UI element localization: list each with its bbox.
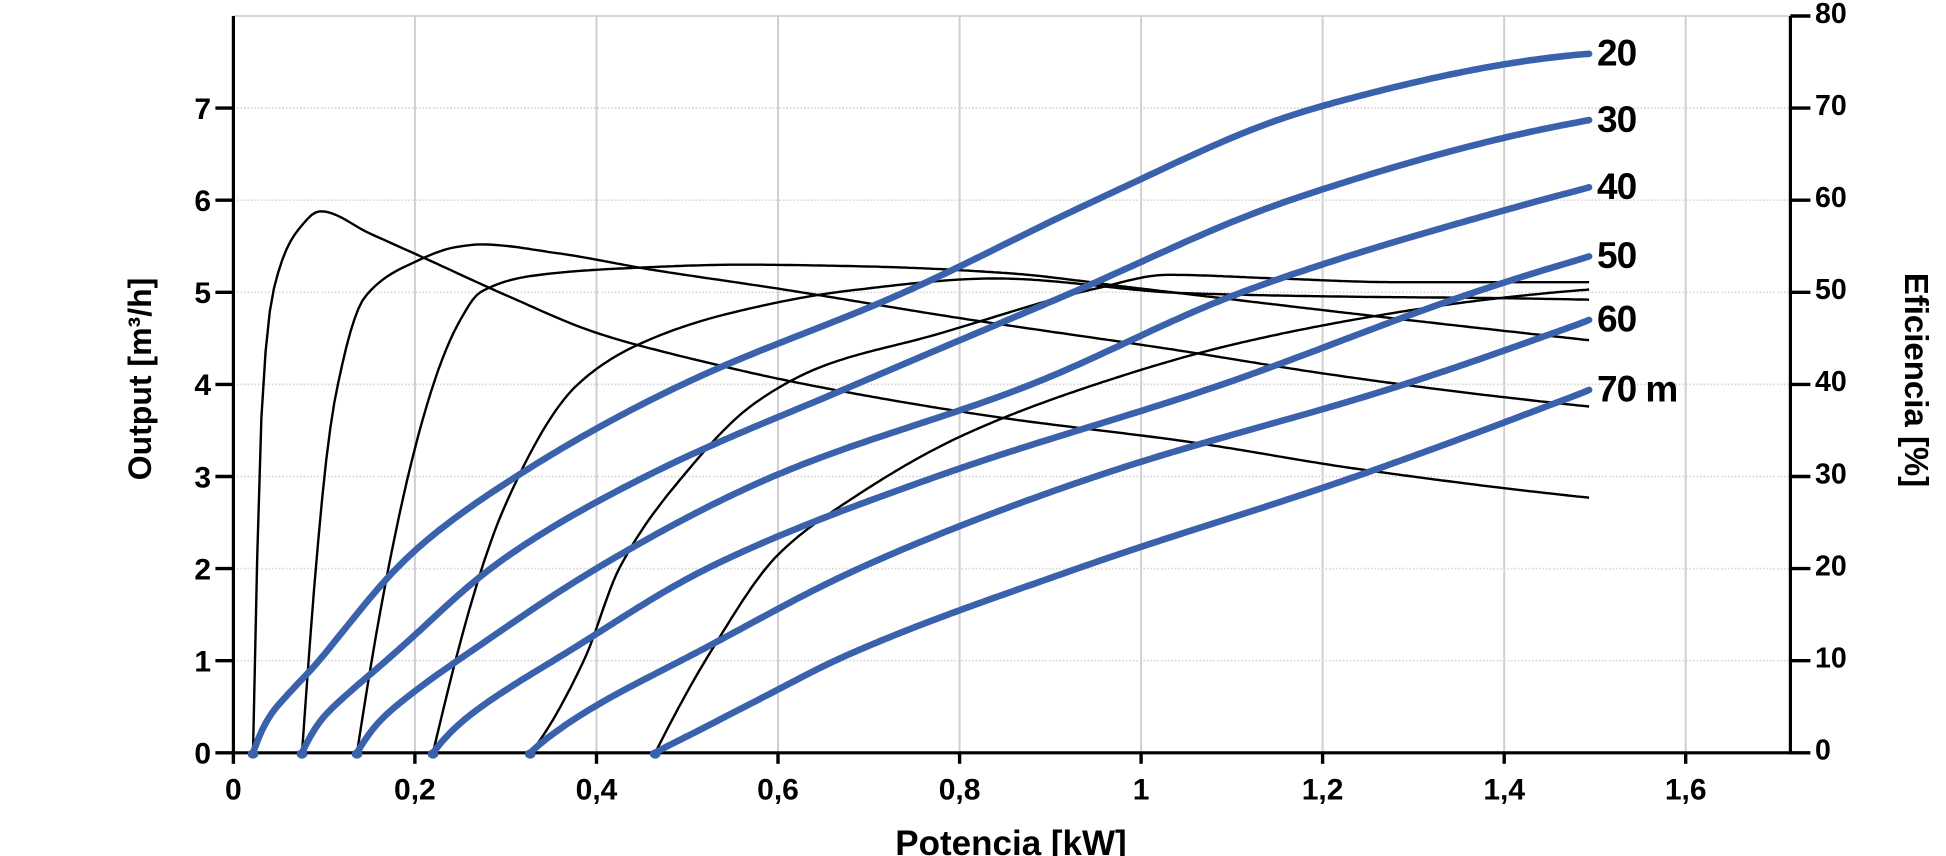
svg-text:80: 80 — [1815, 0, 1847, 30]
svg-text:50: 50 — [1815, 274, 1847, 306]
svg-text:1: 1 — [194, 646, 211, 679]
svg-text:0: 0 — [1815, 735, 1831, 767]
svg-text:Potencia [kW]: Potencia [kW] — [895, 824, 1126, 856]
svg-text:60: 60 — [1597, 299, 1637, 340]
svg-text:20: 20 — [1597, 33, 1637, 74]
svg-text:Eficiencia [%]: Eficiencia [%] — [1898, 273, 1935, 488]
svg-text:40: 40 — [1597, 166, 1637, 207]
svg-text:0,2: 0,2 — [394, 773, 436, 806]
svg-text:3: 3 — [194, 461, 211, 494]
svg-text:0,4: 0,4 — [576, 773, 618, 806]
svg-text:6: 6 — [194, 185, 211, 218]
svg-text:20: 20 — [1815, 550, 1847, 582]
svg-text:70: 70 — [1815, 90, 1847, 122]
svg-text:7: 7 — [194, 93, 211, 126]
svg-text:1,2: 1,2 — [1302, 773, 1344, 806]
svg-text:0,6: 0,6 — [757, 773, 799, 806]
svg-text:30: 30 — [1597, 99, 1637, 140]
svg-text:1,4: 1,4 — [1483, 773, 1525, 806]
svg-text:Output [m³/h]: Output [m³/h] — [122, 278, 158, 481]
svg-text:0: 0 — [194, 738, 211, 771]
svg-text:30: 30 — [1815, 458, 1847, 490]
svg-text:50: 50 — [1597, 235, 1637, 276]
svg-text:60: 60 — [1815, 182, 1847, 214]
svg-text:10: 10 — [1815, 643, 1847, 675]
svg-text:0: 0 — [225, 773, 242, 806]
svg-text:40: 40 — [1815, 366, 1847, 398]
svg-text:70 m: 70 m — [1597, 369, 1677, 410]
svg-text:1: 1 — [1133, 773, 1150, 806]
svg-text:1,6: 1,6 — [1665, 773, 1707, 806]
svg-text:0,8: 0,8 — [939, 773, 981, 806]
svg-text:5: 5 — [194, 277, 211, 310]
svg-text:4: 4 — [194, 369, 211, 402]
svg-text:2: 2 — [194, 553, 211, 586]
